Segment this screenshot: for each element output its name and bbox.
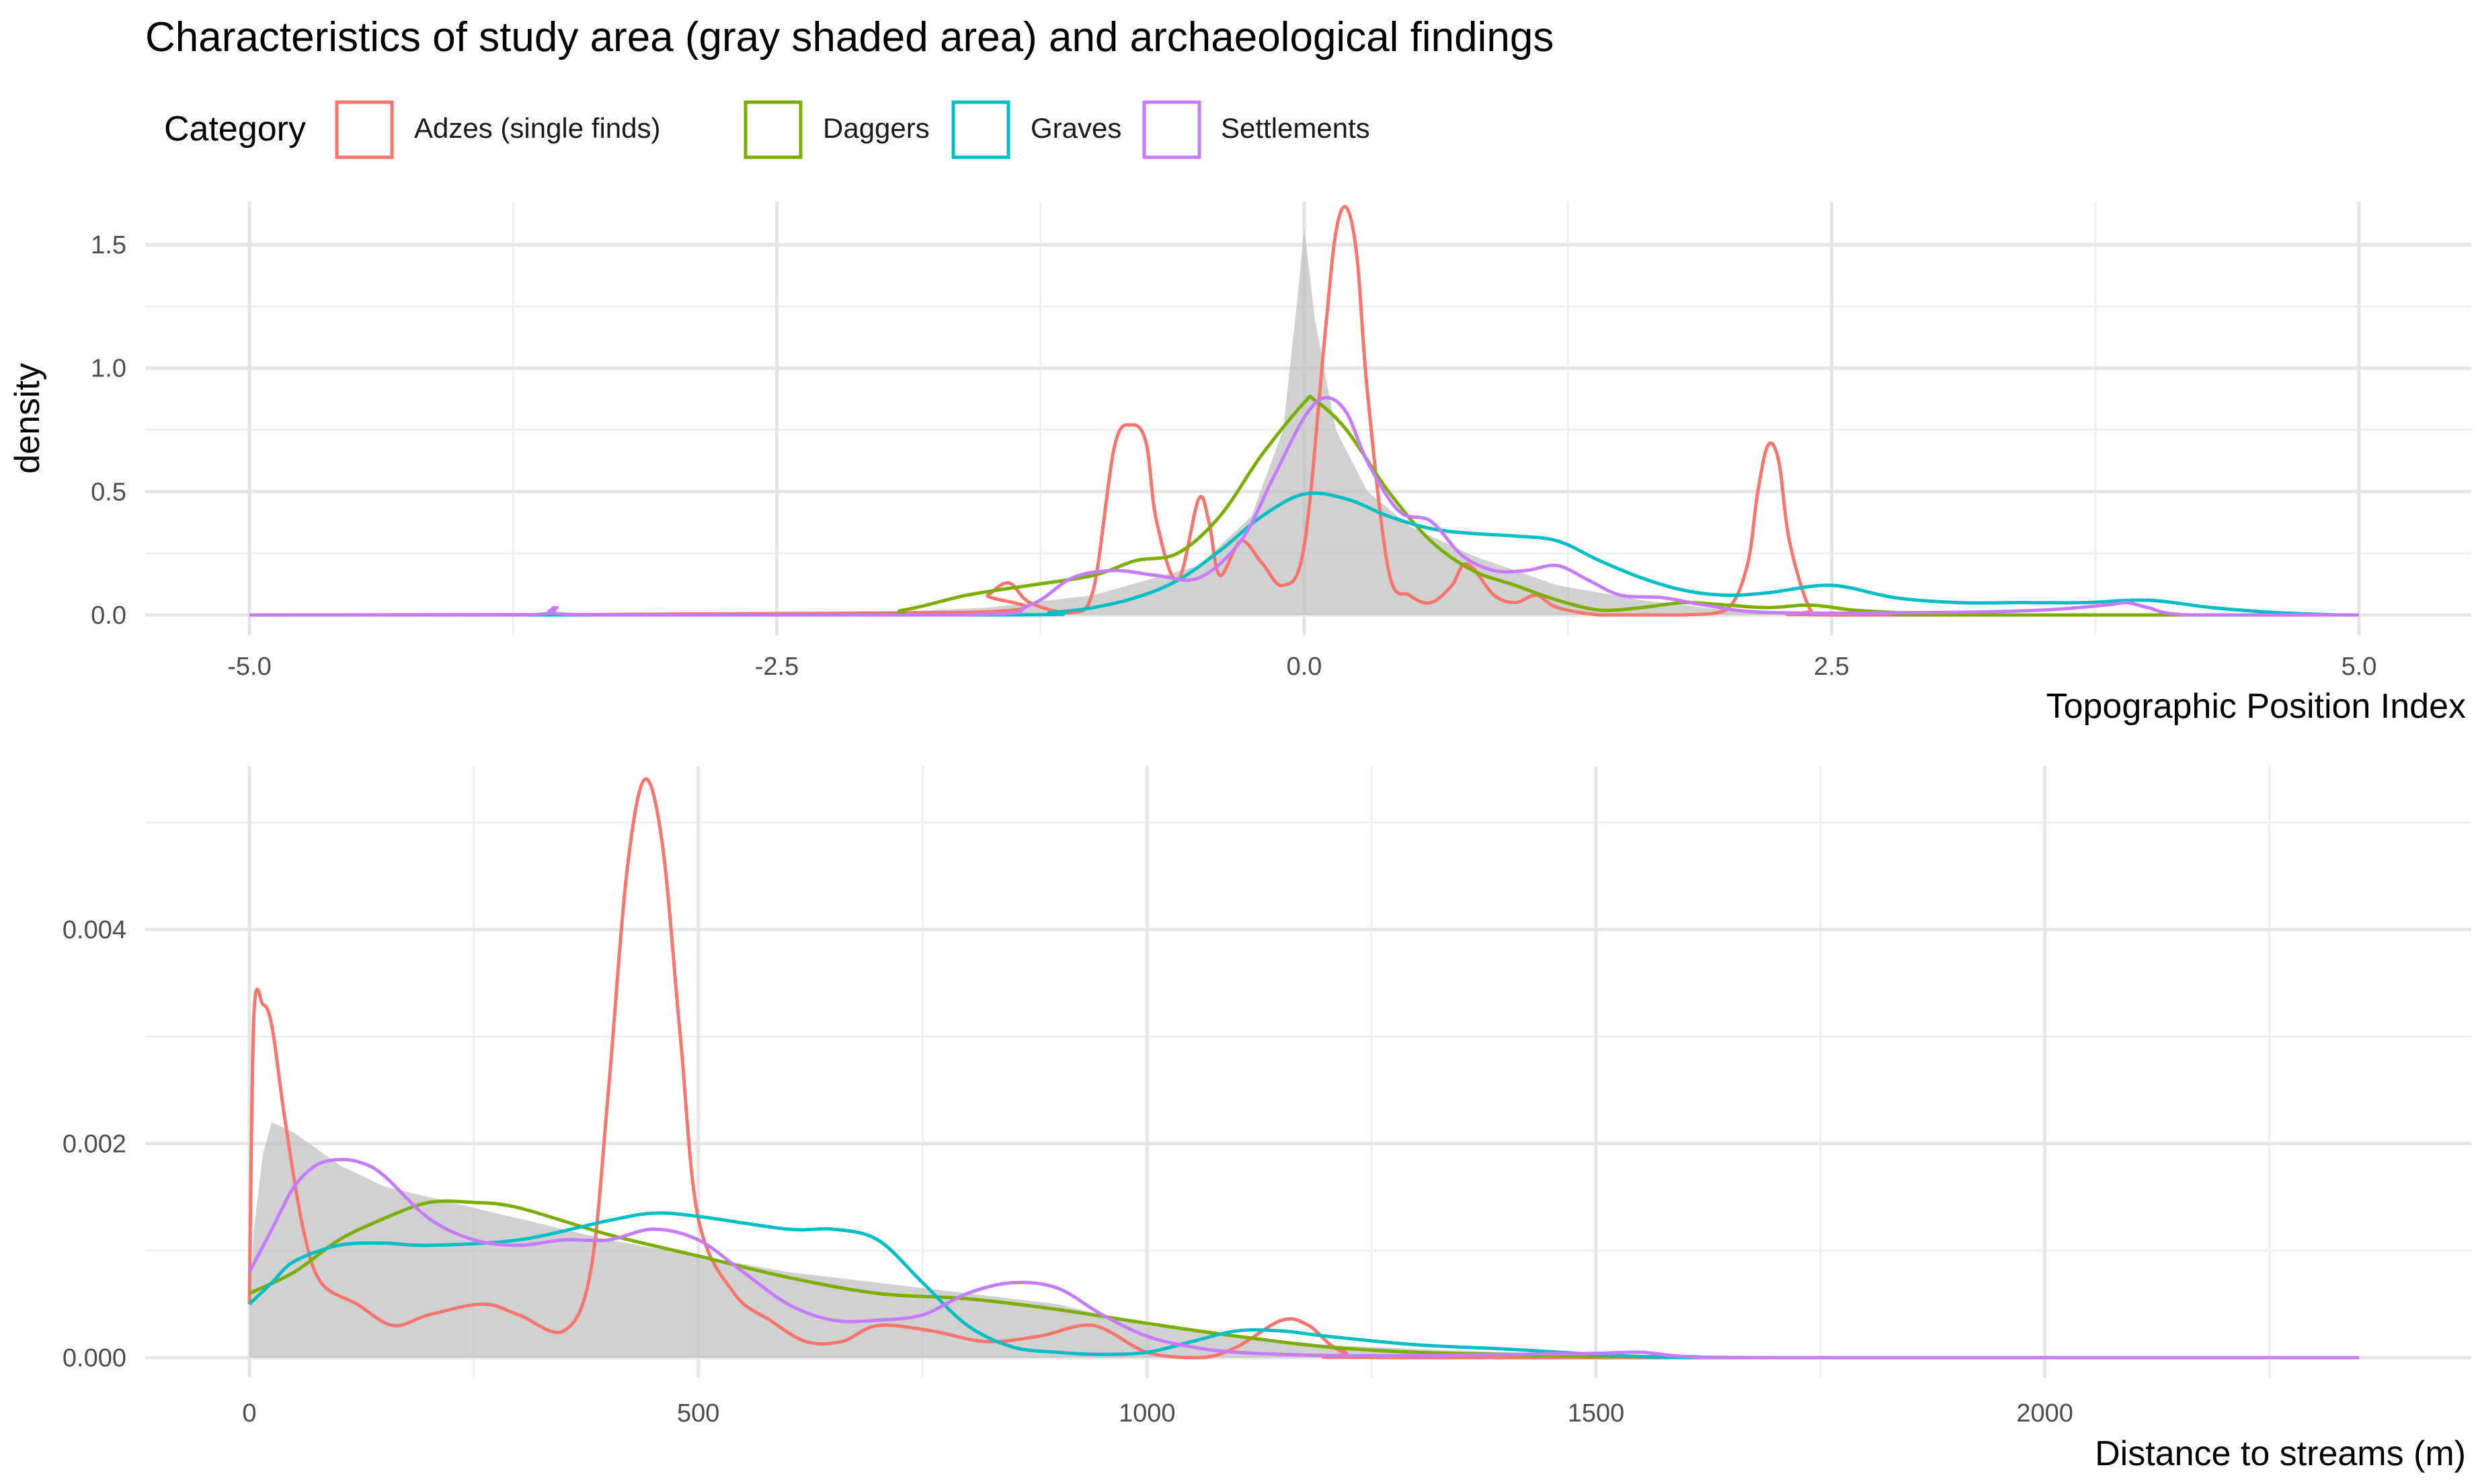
y-tick-label: 0.0	[91, 602, 126, 630]
x-tick-label: -2.5	[755, 653, 799, 681]
x-tick-label: 2.5	[1814, 653, 1849, 681]
legend-label-adzes: Adzes (single finds)	[414, 112, 661, 144]
legend-label-graves: Graves	[1031, 112, 1121, 144]
y-tick-label: 0.002	[63, 1130, 126, 1158]
x-tick-label: 0	[242, 1399, 256, 1428]
legend-label-daggers: Daggers	[823, 112, 930, 144]
study-area-density	[249, 227, 2359, 615]
panel-distance-to-streams: 0 500 1000 1500 2000 0.000 0.002 0.004 Distance …	[63, 766, 2471, 1473]
y-tick-label: 1.0	[91, 355, 126, 383]
series-line-adzes-single-finds	[249, 205, 2359, 617]
y-axis-title: density	[8, 363, 47, 474]
chart-title: Characteristics of study area (gray shad…	[145, 14, 1554, 60]
legend-swatch-daggers	[744, 100, 803, 159]
x-tick-label: 1500	[1568, 1399, 1625, 1428]
legend-item-settlements: Settlements	[1142, 100, 1370, 159]
x-tick-label: 1000	[1119, 1399, 1176, 1428]
x-tick-label: 0.0	[1287, 653, 1322, 681]
legend-item-adzes: Adzes (single finds)	[335, 100, 661, 159]
legend-swatch-settlements	[1142, 100, 1201, 159]
y-tick-label: 0.5	[91, 478, 126, 506]
legend-title: Category	[164, 110, 306, 149]
series-line-settlements	[249, 396, 2359, 617]
y-tick-label: 0.004	[63, 916, 126, 944]
legend-item-daggers: Daggers	[744, 100, 930, 159]
legend-item-graves: Graves	[951, 100, 1121, 159]
series-line-graves	[249, 491, 2359, 617]
legend-swatch-adzes	[335, 100, 394, 159]
series-line-settlements	[247, 1157, 2359, 1360]
x-tick-label: 2000	[2016, 1399, 2073, 1428]
series-line-adzes-single-finds	[247, 777, 2359, 1360]
legend-label-settlements: Settlements	[1221, 112, 1370, 144]
x-tick-label: 500	[677, 1399, 719, 1428]
legend: Category Adzes (single finds) Daggers Gr…	[164, 100, 1370, 159]
legend-swatch-graves	[951, 100, 1010, 159]
x-tick-label: -5.0	[227, 653, 271, 681]
x-tick-label: 5.0	[2342, 653, 2377, 681]
y-tick-label: 0.000	[63, 1344, 126, 1372]
x-axis-title: Distance to streams (m)	[2095, 1434, 2466, 1473]
series-line-graves	[248, 1211, 2359, 1360]
panel-topographic-position-index: -5.0 -2.5 0.0 2.5 5.0 0.0 0.5 1.0 1.5 Topographic…	[8, 202, 2471, 726]
x-axis-title: Topographic Position Index	[2046, 687, 2466, 726]
y-tick-label: 1.5	[91, 231, 126, 259]
